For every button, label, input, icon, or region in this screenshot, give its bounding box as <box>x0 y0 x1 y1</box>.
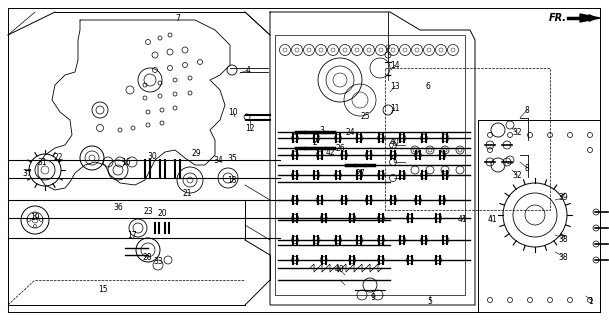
Text: 7: 7 <box>175 13 180 22</box>
Text: 34: 34 <box>213 156 223 164</box>
Text: 18: 18 <box>227 175 237 185</box>
Text: 11: 11 <box>390 103 400 113</box>
Text: 35: 35 <box>227 154 237 163</box>
Text: 38: 38 <box>558 253 568 262</box>
Text: 38: 38 <box>558 236 568 244</box>
Text: 3: 3 <box>320 125 325 134</box>
Text: FR.: FR. <box>549 13 567 23</box>
Text: 6: 6 <box>426 82 431 91</box>
Text: 36: 36 <box>113 203 123 212</box>
Text: 32: 32 <box>512 127 522 137</box>
Text: 28: 28 <box>143 252 152 261</box>
Text: 8: 8 <box>524 164 529 172</box>
Text: 8: 8 <box>524 106 529 115</box>
Text: 40: 40 <box>335 266 345 275</box>
Text: 31: 31 <box>37 157 47 166</box>
Text: 20: 20 <box>157 209 167 218</box>
Text: 37: 37 <box>22 169 32 178</box>
Text: 25: 25 <box>360 111 370 121</box>
Text: 41: 41 <box>487 215 497 225</box>
Text: 16: 16 <box>121 157 131 166</box>
Polygon shape <box>580 14 600 22</box>
Text: 1: 1 <box>589 298 593 307</box>
Text: 29: 29 <box>191 148 201 157</box>
Text: 32: 32 <box>512 171 522 180</box>
Text: 42: 42 <box>325 148 335 156</box>
Text: 39: 39 <box>558 194 568 203</box>
Bar <box>275 35 465 295</box>
Text: 21: 21 <box>182 188 192 197</box>
Text: 5: 5 <box>428 297 432 306</box>
Text: 15: 15 <box>98 285 108 294</box>
Text: 33: 33 <box>153 257 163 266</box>
Text: 12: 12 <box>245 124 255 132</box>
Text: 30: 30 <box>147 151 157 161</box>
Text: 2: 2 <box>312 138 317 147</box>
Text: 23: 23 <box>143 207 153 217</box>
Text: 27: 27 <box>355 169 365 178</box>
Text: 17: 17 <box>127 231 137 241</box>
Text: 40: 40 <box>390 138 400 147</box>
Text: 13: 13 <box>390 82 400 91</box>
Text: 14: 14 <box>390 60 400 69</box>
Text: 19: 19 <box>30 212 40 221</box>
Text: 41: 41 <box>457 215 467 225</box>
Text: 26: 26 <box>335 143 345 153</box>
Text: 24: 24 <box>345 127 355 137</box>
Text: 9: 9 <box>370 292 375 301</box>
Text: 22: 22 <box>53 153 63 162</box>
Text: 10: 10 <box>228 108 238 116</box>
Text: 4: 4 <box>245 66 250 75</box>
